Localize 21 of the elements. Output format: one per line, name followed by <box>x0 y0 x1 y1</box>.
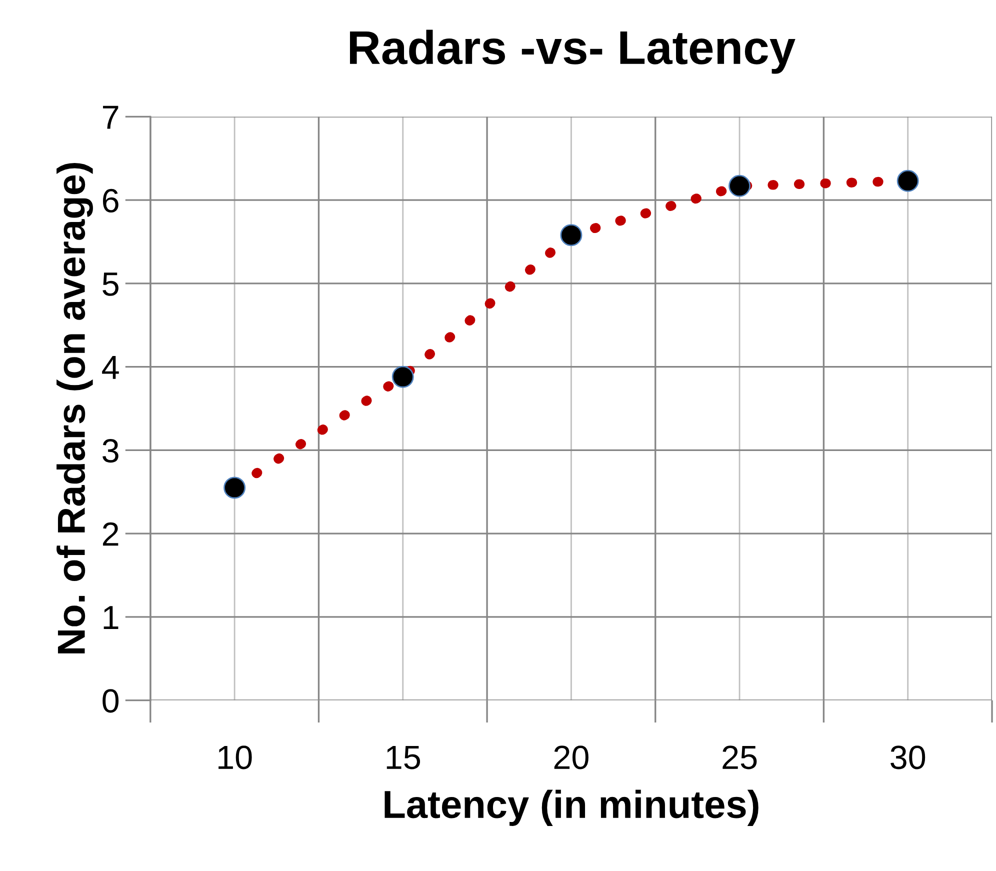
point <box>728 174 751 197</box>
point <box>392 366 414 388</box>
y-tick-label: 3 <box>102 438 118 463</box>
point <box>896 170 919 192</box>
y-tick-label: 4 <box>102 356 119 379</box>
y-tick-label: 5 <box>102 272 118 296</box>
x-tick-label: 25 <box>722 746 757 770</box>
point <box>560 224 582 246</box>
y-tick-label: 6 <box>102 188 118 212</box>
x-tick-label: 15 <box>386 746 420 770</box>
y-tick-label: 0 <box>102 689 119 713</box>
y-tick-label: 1 <box>104 606 118 629</box>
y-tick-label: 2 <box>102 522 118 546</box>
x-tick-label: 20 <box>554 746 588 770</box>
y-tick-label: 7 <box>103 106 118 129</box>
x-axis-title: Latency (in minutes) <box>384 790 758 826</box>
x-tick-label: 30 <box>890 746 926 770</box>
chart-title: Radars -vs- Latency <box>350 30 796 74</box>
point <box>224 476 246 499</box>
y-axis-title: No. of Radars (on average) <box>56 162 93 654</box>
x-tick-label: 10 <box>218 746 252 770</box>
